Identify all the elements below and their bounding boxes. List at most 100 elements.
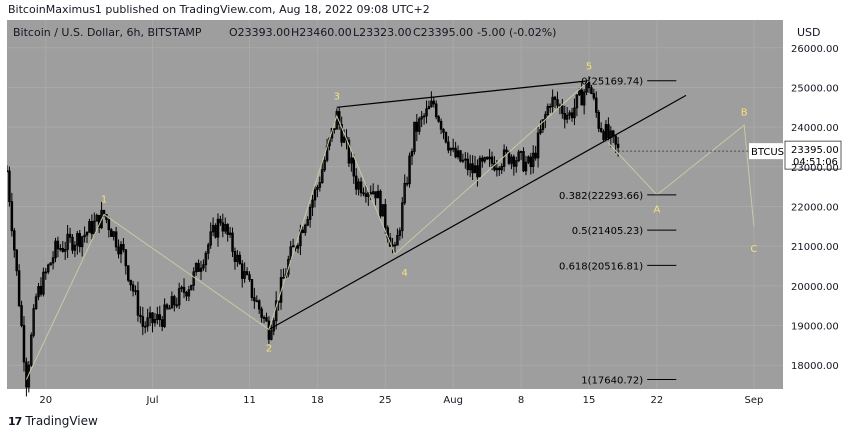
candle-body	[311, 199, 314, 208]
candle-body	[418, 118, 421, 132]
y-tick-label: 23000.00	[791, 163, 839, 174]
candle-body	[136, 290, 140, 316]
candle-body	[13, 230, 16, 251]
candle-body	[498, 167, 501, 171]
candle-body	[194, 262, 198, 273]
candle-body	[444, 131, 448, 143]
candle-body	[599, 128, 603, 132]
candle-body	[536, 132, 540, 159]
candle-body	[323, 159, 326, 171]
candle-body	[451, 147, 455, 150]
candle-body	[403, 182, 406, 204]
candle-body	[483, 157, 486, 162]
candle-body	[495, 167, 499, 171]
candle-body	[78, 233, 81, 248]
candle-body	[614, 135, 617, 145]
candle-body	[148, 312, 152, 319]
candle-body	[442, 128, 445, 133]
candle-body	[114, 231, 118, 248]
candle-body	[124, 249, 128, 267]
candle-body	[61, 248, 65, 252]
legend-symbol: Bitcoin / U.S. Dollar, 6h, BITSTAMP	[13, 26, 202, 39]
time-axis[interactable]	[7, 389, 783, 409]
candle-body	[224, 224, 227, 232]
candle-body	[553, 96, 557, 100]
candle-body	[255, 300, 259, 303]
candle-body	[270, 330, 273, 340]
last-price-badge	[784, 140, 842, 170]
x-tick-label: 15	[583, 395, 596, 406]
legend-low: L23323.00	[353, 26, 412, 39]
fib-level-label: 0(25169.74)	[581, 77, 643, 88]
candle-body	[342, 136, 346, 143]
price-axis[interactable]	[783, 20, 843, 389]
candle-body	[122, 243, 125, 251]
candle-body	[110, 229, 113, 237]
candle-body	[347, 139, 351, 164]
candle-body	[97, 214, 101, 229]
x-tick-label: 22	[651, 395, 664, 406]
candle-body	[502, 149, 506, 167]
candle-body	[68, 233, 72, 238]
currency-label: USD	[797, 26, 821, 39]
x-tick-label: 8	[518, 395, 524, 406]
candle-body	[381, 204, 385, 217]
elliott-wave-path	[25, 80, 590, 380]
candle-body	[170, 296, 174, 309]
fib-level-label: 0.382(22293.66)	[559, 191, 643, 202]
candle-body	[93, 220, 96, 235]
candle-body	[42, 271, 45, 295]
candle-body	[71, 236, 74, 251]
candle-body	[158, 314, 162, 321]
candle-body	[512, 156, 516, 167]
candle-body	[500, 166, 503, 171]
wave-label-A: A	[653, 204, 660, 215]
plot-area[interactable]	[7, 20, 783, 389]
x-tick-label: Sep	[744, 395, 763, 406]
candle-body	[233, 251, 237, 262]
candle-body	[240, 263, 244, 279]
tradingview-logo-icon: 17	[8, 414, 22, 428]
candle-body	[468, 163, 472, 171]
candle-body	[471, 163, 474, 174]
candle-body	[250, 279, 254, 298]
candle-body	[236, 254, 239, 262]
candle-body	[524, 161, 528, 172]
candle-body	[565, 114, 569, 120]
candle-body	[80, 236, 84, 248]
candle-body	[454, 147, 457, 158]
candle-body	[548, 106, 552, 108]
candle-body	[63, 248, 67, 252]
trendline-1	[268, 94, 687, 331]
candle-body	[529, 156, 533, 168]
candle-body	[573, 107, 576, 119]
candle-body	[248, 274, 251, 280]
candle-body	[175, 304, 178, 307]
candle-body	[376, 190, 380, 199]
wave-label-C: C	[750, 244, 757, 255]
candle-body	[466, 158, 469, 171]
candle-body	[265, 317, 268, 322]
candle-body	[44, 271, 48, 274]
chart-container[interactable]: 0(25169.74) 0.382(22293.66) 0.5(21405.23) 0…	[5, 20, 843, 409]
candle-body	[221, 222, 225, 232]
candle-body	[519, 151, 523, 153]
candle-body	[333, 128, 336, 130]
x-tick-label: Jul	[145, 395, 158, 406]
candle-body	[422, 115, 426, 118]
price-chart[interactable]: 0(25169.74) 0.382(22293.66) 0.5(21405.23) 0…	[5, 20, 843, 409]
footer: 17 TradingView	[8, 413, 98, 429]
candle-body	[595, 97, 598, 113]
candle-body	[430, 100, 433, 107]
candle-body	[313, 189, 317, 201]
candle-body	[318, 182, 322, 188]
candle-body	[602, 131, 605, 140]
candle-body	[478, 157, 482, 178]
candle-body	[207, 244, 210, 254]
candle-body	[590, 87, 593, 95]
candle-body	[459, 150, 462, 162]
wave-label-5: 5	[586, 62, 592, 73]
candle-body	[488, 156, 491, 160]
candle-body	[568, 112, 571, 116]
last-price-value: 23395.00	[791, 145, 839, 156]
